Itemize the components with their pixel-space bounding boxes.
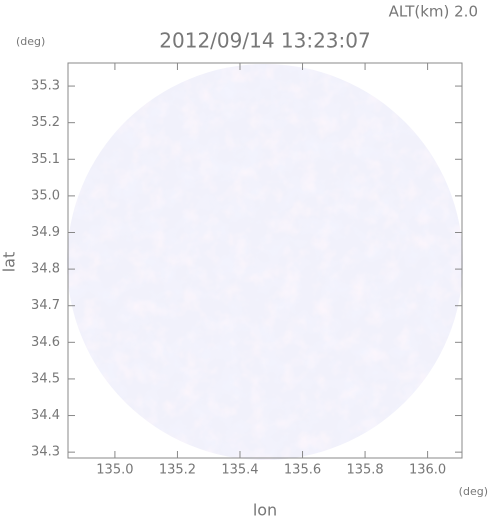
- y-tick-label: 35.2: [31, 115, 60, 130]
- x-tick-label: 135.2: [159, 463, 196, 478]
- x-tick-label: 135.4: [221, 463, 258, 478]
- y-tick-label: 34.3: [31, 445, 60, 460]
- x-tick-label: 135.0: [96, 463, 133, 478]
- y-tick-label: 34.5: [31, 371, 60, 386]
- y-axis-label: lat: [0, 252, 19, 273]
- y-tick-label: 35.0: [31, 188, 60, 203]
- radar-disc: [67, 64, 463, 460]
- y-tick-label: 34.4: [31, 408, 60, 423]
- x-tick-label: 135.6: [284, 463, 321, 478]
- y-unit: (deg): [16, 35, 45, 48]
- x-tick-label: 135.8: [346, 463, 383, 478]
- y-tick-label: 34.6: [31, 335, 60, 350]
- plot-frame: [67, 62, 463, 459]
- y-tick-label: 34.7: [31, 298, 60, 313]
- x-axis-label: lon: [253, 501, 277, 520]
- y-tick-label: 34.8: [31, 262, 60, 277]
- y-tick-label: 35.3: [31, 79, 60, 94]
- x-unit: (deg): [459, 485, 488, 498]
- annotation: ALT(km) 2.0: [389, 3, 478, 21]
- y-tick-label: 35.1: [31, 152, 60, 167]
- y-tick-label: 34.9: [31, 225, 60, 240]
- chart-title: 2012/09/14 13:23:07: [159, 29, 370, 53]
- x-tick-label: 136.0: [409, 463, 446, 478]
